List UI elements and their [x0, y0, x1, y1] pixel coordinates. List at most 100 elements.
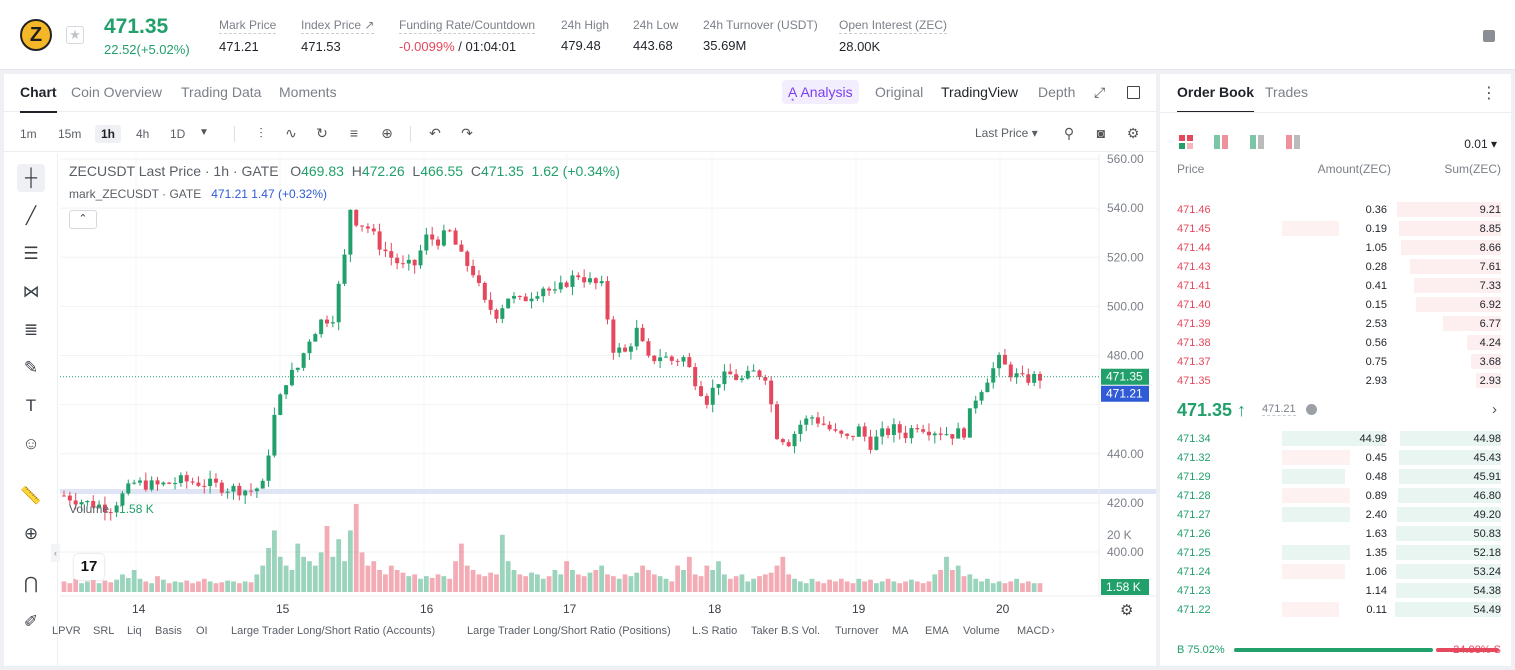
- timeframe-1h[interactable]: 1h: [95, 125, 122, 143]
- price-chart[interactable]: 560.00 540.00 520.00 500.00 480.00 440.00 420.…: [4, 74, 1156, 666]
- timeframe-15m[interactable]: 15m: [58, 127, 82, 141]
- ask-row[interactable]: 471.41 0.41 7.33: [1160, 276, 1511, 295]
- chevron-right-icon[interactable]: ›: [1051, 625, 1055, 637]
- crosshair-icon[interactable]: ┼: [17, 164, 45, 192]
- zoom-in-icon[interactable]: ⊕: [23, 524, 39, 543]
- pattern-icon[interactable]: ⋈: [22, 282, 40, 301]
- emoji-icon[interactable]: ☺: [22, 434, 40, 453]
- candle-body: [962, 428, 967, 438]
- horizontal-lines-icon[interactable]: ☰: [23, 244, 39, 263]
- timeframe-4h[interactable]: 4h: [136, 127, 150, 141]
- indicator-item[interactable]: MACD: [1017, 625, 1050, 637]
- volume-bar: [850, 583, 856, 592]
- collapse-legend-button[interactable]: ⌃: [69, 210, 97, 229]
- bid-row[interactable]: 471.23 1.14 54.38: [1160, 581, 1511, 600]
- ai-analysis-button[interactable]: A͙ Analysis: [782, 80, 859, 104]
- replay-icon[interactable]: ↻: [316, 125, 328, 141]
- ask-row[interactable]: 471.38 0.56 4.24: [1160, 333, 1511, 352]
- window-icon[interactable]: [1127, 86, 1140, 99]
- precision-select[interactable]: 0.01 ▾: [1464, 137, 1497, 151]
- view-both-alt-icon[interactable]: [1214, 135, 1230, 149]
- search-icon[interactable]: ⚲: [1063, 125, 1075, 141]
- undo-icon[interactable]: ↶: [429, 125, 441, 141]
- indicator-item[interactable]: LPVR: [52, 625, 81, 637]
- view-original[interactable]: Original: [875, 84, 924, 100]
- indicator-item[interactable]: Volume: [963, 625, 1000, 637]
- indicator-item[interactable]: MA: [892, 625, 909, 637]
- collapse-drawbar-icon[interactable]: ‹: [51, 544, 60, 562]
- tab-chart[interactable]: Chart: [20, 84, 57, 113]
- tab-order-book[interactable]: Order Book: [1177, 84, 1255, 113]
- ask-row[interactable]: 471.37 0.75 3.68: [1160, 352, 1511, 371]
- stat-mark-price[interactable]: Mark Price 471.21: [219, 18, 277, 54]
- ask-row[interactable]: 471.39 2.53 6.77: [1160, 314, 1511, 333]
- view-depth[interactable]: Depth: [1038, 84, 1076, 100]
- indicator-item[interactable]: Basis: [155, 625, 182, 637]
- candle-body: [687, 357, 692, 368]
- templates-icon[interactable]: ≡: [349, 125, 359, 141]
- tradingview-logo[interactable]: 17: [74, 554, 104, 580]
- row-amount: 0.19: [1365, 223, 1387, 235]
- ask-row[interactable]: 471.43 0.28 7.61: [1160, 257, 1511, 276]
- bid-row[interactable]: 471.34 44.98 44.98: [1160, 429, 1511, 448]
- redo-icon[interactable]: ↷: [461, 125, 473, 141]
- chart-settings-icon[interactable]: ⚙: [1120, 602, 1134, 619]
- timeframe-1m[interactable]: 1m: [20, 127, 37, 141]
- buy-ratio-label: B 75.02%: [1177, 644, 1225, 656]
- bid-row[interactable]: 471.29 0.48 45.91: [1160, 467, 1511, 486]
- stat-index-price[interactable]: Index Price ↗ 471.53: [301, 18, 375, 54]
- candle-type-icon[interactable]: ⫶: [259, 125, 263, 141]
- indicators-icon[interactable]: ∿: [285, 125, 297, 141]
- indicator-item[interactable]: SRL: [93, 625, 115, 637]
- bid-row[interactable]: 471.25 1.35 52.18: [1160, 543, 1511, 562]
- indicator-item[interactable]: Turnover: [835, 625, 879, 637]
- chevron-down-icon[interactable]: ▼: [199, 127, 209, 138]
- bid-row[interactable]: 471.27 2.40 49.20: [1160, 505, 1511, 524]
- candle-body: [476, 275, 481, 283]
- text-icon[interactable]: T: [25, 396, 37, 415]
- ask-row[interactable]: 471.40 0.15 6.92: [1160, 295, 1511, 314]
- stat-open-interest[interactable]: Open Interest (ZEC) 28.00K: [839, 18, 948, 54]
- bid-row[interactable]: 471.22 0.11 54.49: [1160, 600, 1511, 619]
- bid-row[interactable]: 471.24 1.06 53.24: [1160, 562, 1511, 581]
- ruler-icon[interactable]: 📏: [20, 486, 42, 505]
- tab-trading-data[interactable]: Trading Data: [181, 84, 262, 100]
- lock-draw-icon[interactable]: ✐: [23, 612, 39, 631]
- trend-line-icon[interactable]: ╱: [25, 206, 37, 225]
- indicator-item[interactable]: L.S Ratio: [692, 625, 738, 637]
- ask-row[interactable]: 471.44 1.05 8.66: [1160, 238, 1511, 257]
- book-icon[interactable]: [1483, 30, 1495, 42]
- indicator-item[interactable]: Liq: [127, 625, 142, 637]
- view-tradingview[interactable]: TradingView: [941, 84, 1019, 100]
- view-both-icon[interactable]: [1179, 135, 1195, 149]
- ask-row[interactable]: 471.46 0.36 9.21: [1160, 200, 1511, 219]
- price-type-select[interactable]: Last Price ▾: [975, 126, 1038, 140]
- bid-row[interactable]: 471.28 0.89 46.80: [1160, 486, 1511, 505]
- more-options-icon[interactable]: ⋮: [1481, 85, 1497, 102]
- expand-icon[interactable]: ⤢: [1094, 84, 1106, 100]
- gear-icon[interactable]: ⚙: [1126, 125, 1140, 141]
- view-asks-icon[interactable]: [1286, 135, 1302, 149]
- ask-row[interactable]: 471.45 0.19 8.85: [1160, 219, 1511, 238]
- tab-coin-overview[interactable]: Coin Overview: [71, 84, 163, 100]
- favorite-star-icon[interactable]: ★: [66, 26, 84, 44]
- magnet-icon[interactable]: ⋂: [24, 574, 38, 593]
- timeframe-1d[interactable]: 1D: [170, 127, 186, 141]
- indicator-item[interactable]: Large Trader Long/Short Ratio (Positions…: [467, 625, 671, 637]
- camera-icon[interactable]: ◙: [1096, 125, 1106, 141]
- indicator-item[interactable]: Taker B.S Vol.: [751, 625, 821, 637]
- view-bids-icon[interactable]: [1250, 135, 1266, 149]
- fib-icon[interactable]: ≣: [23, 320, 39, 339]
- tab-trades[interactable]: Trades: [1265, 84, 1309, 100]
- add-alert-icon[interactable]: ⊕: [381, 125, 393, 141]
- indicator-item[interactable]: OI: [196, 625, 208, 637]
- indicator-item[interactable]: Large Trader Long/Short Ratio (Accounts): [231, 625, 436, 637]
- indicator-item[interactable]: EMA: [925, 625, 949, 637]
- bid-row[interactable]: 471.32 0.45 45.43: [1160, 448, 1511, 467]
- ask-row[interactable]: 471.35 2.93 2.93: [1160, 371, 1511, 390]
- tab-moments[interactable]: Moments: [279, 84, 337, 100]
- brush-icon[interactable]: ✎: [23, 358, 39, 377]
- stat-funding-rate[interactable]: Funding Rate/Countdown -0.0099% / 01:04:…: [399, 18, 536, 54]
- bid-row[interactable]: 471.26 1.63 50.83: [1160, 524, 1511, 543]
- chevron-right-icon[interactable]: ›: [1492, 401, 1497, 418]
